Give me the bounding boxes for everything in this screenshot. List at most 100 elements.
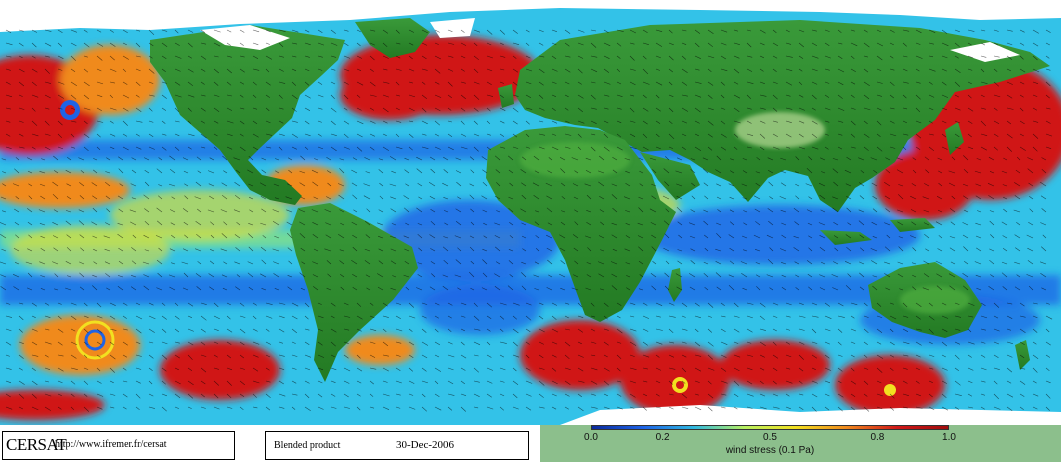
wind-arrow [538,42,544,46]
wind-arrow [443,156,449,161]
wind-arrow [18,315,24,321]
wind-arrow [239,302,245,307]
wind-arrow [560,287,566,291]
wind-arrow [872,275,878,278]
wind-arrow [109,302,116,306]
wind-arrow [902,94,907,99]
wind-arrow [811,354,818,359]
wind-arrow [733,393,739,398]
cyclone-markers [60,100,896,396]
wind-arrow [772,29,777,34]
wind-arrow [512,393,518,399]
wind-arrow [603,393,608,397]
wind-arrow [694,55,701,59]
wind-arrow [715,272,722,278]
wind-arrow [733,315,740,318]
wind-arrow [220,209,228,213]
wind-arrow [221,194,228,200]
wind-arrow [571,287,579,291]
wind-arrow [460,367,466,371]
wind-arrow [395,120,402,123]
wind-arrow [304,406,311,412]
wind-arrow [239,107,245,110]
wind-arrow [1032,107,1038,111]
wind-arrow [1002,247,1008,252]
wind-arrow [759,302,766,308]
wind-arrow [954,380,961,386]
wind-arrow [512,380,519,386]
wind-arrow [274,235,280,239]
wind-arrow [369,341,376,344]
wind-arrow [681,380,686,384]
wind-arrow [703,209,709,213]
wind-arrow [547,259,553,265]
wind-arrow [291,380,297,384]
source-url[interactable]: http://www.ifremer.fr/cersat [55,439,167,450]
wind-arrow [733,354,741,358]
wind-arrow [369,94,377,97]
wind-arrow [859,272,865,278]
wind-arrow [53,247,59,252]
wind-arrow [248,223,254,226]
wind-arrow [915,367,921,371]
wind-arrow [161,302,166,306]
wind-arrow [629,81,636,86]
wind-arrow [356,42,361,47]
wind-arrow [824,302,830,307]
wind-arrow [703,182,709,187]
wind-arrow [1032,68,1040,73]
wind-arrow [455,208,462,213]
wind-arrow [369,42,375,46]
wind-arrow [681,120,688,124]
wind-arrow [850,29,855,32]
wind-arrow [954,107,961,111]
wind-arrow [174,406,180,409]
wind-arrow [161,42,168,48]
wind-arrow [496,210,501,213]
wind-arrow [533,155,540,161]
wind-arrow [911,262,917,265]
wind-arrow [629,328,637,332]
wind-arrow [213,146,218,150]
wind-arrow [845,285,852,291]
wind-arrow [182,157,189,161]
wind-arrow [352,194,358,200]
wind-arrow [551,315,557,320]
wind-arrow [935,221,943,226]
wind-arrow [226,328,233,333]
wind-arrow [664,233,670,239]
wind-arrow [922,196,930,200]
wind-arrow [586,262,592,265]
wind-arrow [460,29,465,33]
wind-arrow [590,120,597,124]
wind-arrow [936,285,943,291]
wind-arrow [278,341,283,344]
wind-arrow [53,155,59,161]
wind-arrow [317,328,324,332]
wind-arrow [884,246,891,252]
wind-arrow [200,406,206,409]
wind-arrow [499,120,505,124]
wind-arrow [382,68,388,71]
wind-arrow [707,94,713,99]
wind-arrow [457,196,462,200]
wind-arrow [1013,209,1021,213]
wind-arrow [135,354,142,357]
wind-arrow [798,328,805,331]
wind-arrow [200,354,207,357]
wind-arrow [278,354,285,357]
wind-arrow [457,247,462,252]
wind-arrow [104,261,111,265]
wind-arrow [937,157,943,161]
wind-arrow [395,328,403,332]
wind-arrow [236,221,241,226]
wind-arrow [421,393,426,398]
wind-arrow [430,261,436,265]
wind-arrow [40,195,46,200]
wind-arrow [314,158,319,161]
wind-arrow [213,367,219,370]
wind-arrow [135,341,141,344]
wind-arrow [624,158,631,161]
wind-arrow [824,120,830,123]
wind-arrow [144,181,150,187]
